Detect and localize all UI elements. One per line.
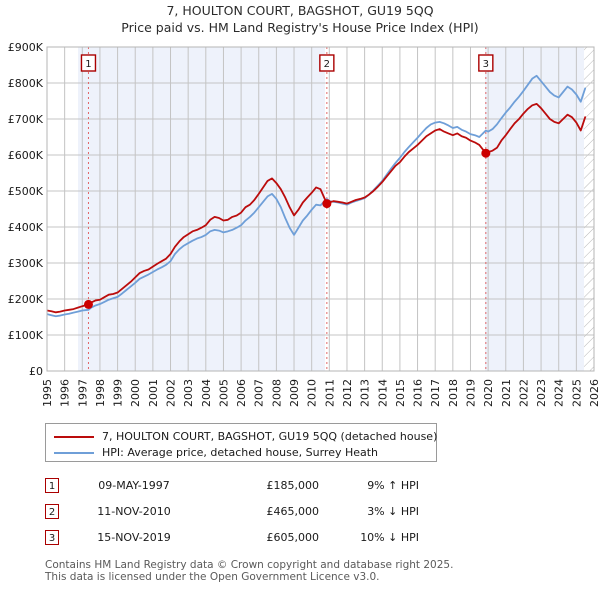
x-tick-label: 2004	[200, 379, 213, 407]
transaction-badge-3: 3	[45, 529, 59, 545]
page-title: 7, HOULTON COURT, BAGSHOT, GU19 5QQ Pric…	[0, 2, 600, 36]
legend-item-property: 7, HOULTON COURT, BAGSHOT, GU19 5QQ (det…	[46, 429, 438, 444]
transaction-badge-1: 1	[45, 477, 59, 493]
x-tick-label: 2005	[217, 379, 230, 407]
x-tick-label: 2017	[429, 379, 442, 407]
transaction-badge-2: 2	[45, 503, 59, 519]
title-address: 7, HOULTON COURT, BAGSHOT, GU19 5QQ	[166, 3, 434, 18]
x-gridlines	[64, 47, 595, 371]
y-tick-label: £900K	[8, 41, 44, 54]
table-row[interactable]: 2 11-NOV-2010 £465,000 3% ↓ HPI	[45, 498, 465, 524]
x-tick-label: 2000	[129, 379, 142, 407]
y-tick-label: £200K	[8, 293, 44, 306]
legend-swatch-property	[54, 435, 94, 438]
x-tick-label: 2009	[288, 379, 301, 407]
legend-label-hpi: HPI: Average price, detached house, Surr…	[102, 446, 379, 459]
series-line-property	[47, 102, 587, 314]
x-tick-label: 2022	[517, 379, 530, 407]
x-tick-label: 2015	[394, 379, 407, 407]
price-chart: £0 £100K £200K £300K £400K £500K £600K £700K £80…	[8, 41, 600, 407]
plot-border	[46, 46, 595, 372]
y-axis-tick-labels: £0 £100K £200K £300K £400K £500K £600K £700K £80…	[8, 41, 44, 378]
transaction-marker-number: 2	[324, 59, 330, 70]
x-axis-tick-labels: 1995 1996 1997 1998 1999 2000 2001 2002 2003 2004…	[41, 379, 600, 407]
transaction-hpi-delta-1: 9% ↑ HPI	[367, 478, 419, 492]
y-tick-label: £500K	[8, 185, 44, 198]
x-tick-label: 2011	[323, 379, 336, 407]
x-tick-label: 2016	[412, 379, 425, 407]
x-tick-label: 2019	[464, 379, 477, 407]
transaction-dot[interactable]	[481, 148, 491, 158]
x-tick-label: 2010	[306, 379, 319, 407]
transaction-marker-labels[interactable]: 1 2 3	[80, 54, 494, 72]
y-tick-label: £300K	[8, 257, 44, 270]
y-tick-label: £0	[29, 365, 43, 378]
x-tick-label: 2007	[253, 379, 266, 407]
transaction-hpi-delta-2: 3% ↓ HPI	[367, 504, 419, 518]
transaction-price-2: £465,000	[266, 504, 320, 518]
transaction-marker-dots	[83, 148, 491, 309]
footer-licence: This data is licensed under the Open Gov…	[45, 571, 380, 583]
transaction-marker-box[interactable]	[319, 54, 335, 72]
transaction-marker-box[interactable]	[478, 54, 494, 72]
x-tick-label: 2018	[447, 379, 460, 407]
ownership-shading	[78, 47, 594, 371]
transaction-marker-lines	[87, 47, 487, 371]
x-tick-label: 1999	[112, 379, 125, 407]
x-tick-label: 1996	[59, 379, 72, 407]
transaction-date-3: 15-NOV-2019	[97, 530, 171, 544]
legend-item-hpi: HPI: Average price, detached house, Surr…	[46, 445, 436, 460]
legend-label-property: 7, HOULTON COURT, BAGSHOT, GU19 5QQ (det…	[102, 430, 438, 443]
x-tick-label: 2023	[535, 379, 548, 407]
x-tick-label: 2021	[500, 379, 513, 407]
transaction-price-3: £605,000	[266, 530, 320, 544]
x-tick-label: 2025	[570, 379, 583, 407]
x-tick-label: 1998	[94, 379, 107, 407]
x-tick-label: 2001	[147, 379, 160, 407]
x-tick-label: 2013	[359, 379, 372, 407]
x-tick-label: 2024	[553, 379, 566, 407]
y-tick-label: £100K	[8, 329, 44, 342]
transaction-dot[interactable]	[83, 299, 93, 309]
table-row[interactable]: 3 15-NOV-2019 £605,000 10% ↓ HPI	[45, 524, 465, 550]
x-tick-label: 2012	[341, 379, 354, 407]
y-tick-label: £700K	[8, 113, 44, 126]
series-line-hpi	[47, 74, 587, 318]
x-tick-label: 2006	[235, 379, 248, 407]
x-tick-label: 2008	[270, 379, 283, 407]
transaction-hpi-delta-3: 10% ↓ HPI	[360, 530, 419, 544]
x-tick-label: 1995	[41, 379, 54, 407]
x-tick-label: 2003	[182, 379, 195, 407]
y-tick-label: £400K	[8, 221, 44, 234]
transaction-marker-number: 1	[85, 59, 91, 70]
transaction-dot[interactable]	[322, 199, 332, 209]
y-tick-label: £800K	[8, 77, 44, 90]
y-tick-label: £600K	[8, 149, 44, 162]
transaction-date-1: 09-MAY-1997	[98, 478, 170, 492]
transaction-price-1: £185,000	[266, 478, 320, 492]
x-tick-label: 2026	[588, 379, 600, 407]
x-tick-label: 2014	[376, 379, 389, 407]
x-tick-label: 2002	[165, 379, 178, 407]
transaction-marker-box[interactable]	[80, 54, 97, 72]
transaction-date-2: 11-NOV-2010	[97, 504, 171, 518]
title-subtitle: Price paid vs. HM Land Registry's House …	[121, 20, 479, 35]
legend-swatch-hpi	[54, 451, 94, 454]
transactions-table: 1 09-MAY-1997 £185,000 9% ↑ HPI 2 11-NOV…	[45, 472, 465, 550]
table-row[interactable]: 1 09-MAY-1997 £185,000 9% ↑ HPI	[45, 472, 465, 498]
transaction-marker-number: 3	[483, 59, 489, 70]
chart-legend: 7, HOULTON COURT, BAGSHOT, GU19 5QQ (det…	[45, 423, 437, 462]
footer-copyright: Contains HM Land Registry data © Crown c…	[45, 559, 454, 571]
attribution-footer: Contains HM Land Registry data © Crown c…	[45, 559, 585, 583]
x-tick-label: 1997	[76, 379, 89, 407]
x-tick-label: 2020	[482, 379, 495, 407]
no-data-hatch-band	[584, 47, 594, 371]
